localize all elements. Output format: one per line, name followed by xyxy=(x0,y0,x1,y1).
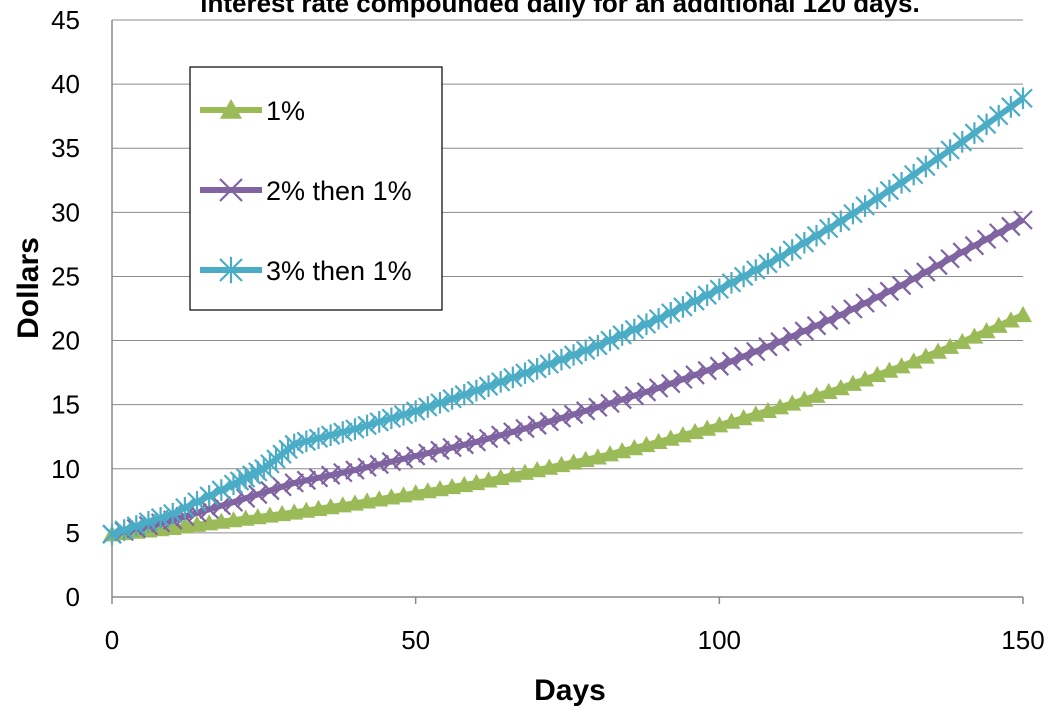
y-tick-label: 45 xyxy=(51,5,80,35)
data-point xyxy=(844,203,862,225)
legend-label: 3% then 1% xyxy=(266,256,412,286)
y-tick-label: 40 xyxy=(51,69,80,99)
data-point xyxy=(990,105,1008,127)
data-point xyxy=(893,172,911,194)
y-tick-label: 30 xyxy=(51,197,80,227)
data-point xyxy=(965,122,983,144)
data-point xyxy=(929,147,947,169)
x-tick-labels: 0 50 100 150 xyxy=(105,597,1045,655)
y-tick-label: 5 xyxy=(66,518,80,548)
data-point xyxy=(978,114,996,136)
y-tick-label: 10 xyxy=(51,454,80,484)
x-tick-label: 150 xyxy=(1001,625,1044,655)
y-axis-title: Dollars xyxy=(12,237,45,339)
x-tick-label: 0 xyxy=(105,625,119,655)
y-tick-label: 0 xyxy=(66,582,80,612)
data-point xyxy=(1002,96,1020,118)
data-point xyxy=(953,131,971,153)
data-point xyxy=(1014,306,1032,322)
y-tick-label: 20 xyxy=(51,326,80,356)
y-tick-label: 35 xyxy=(51,133,80,163)
data-point xyxy=(856,195,874,217)
legend: 1% 2% then 1% 3% then 1% xyxy=(190,67,442,310)
data-point xyxy=(868,187,886,209)
data-point xyxy=(917,156,935,178)
legend-label: 1% xyxy=(266,96,305,126)
y-tick-labels: 0 5 10 15 20 25 30 35 40 45 xyxy=(51,5,80,612)
x-tick-label: 50 xyxy=(401,625,430,655)
y-tick-label: 25 xyxy=(51,261,80,291)
data-point xyxy=(905,164,923,186)
x-axis-title: Days xyxy=(534,674,606,707)
chart-title: interest rate compounded daily for an ad… xyxy=(200,0,920,18)
data-point xyxy=(880,180,898,202)
data-point xyxy=(1014,87,1032,109)
data-point xyxy=(941,139,959,161)
x-tick-label: 100 xyxy=(698,625,741,655)
legend-label: 2% then 1% xyxy=(266,176,412,206)
y-tick-label: 15 xyxy=(51,390,80,420)
